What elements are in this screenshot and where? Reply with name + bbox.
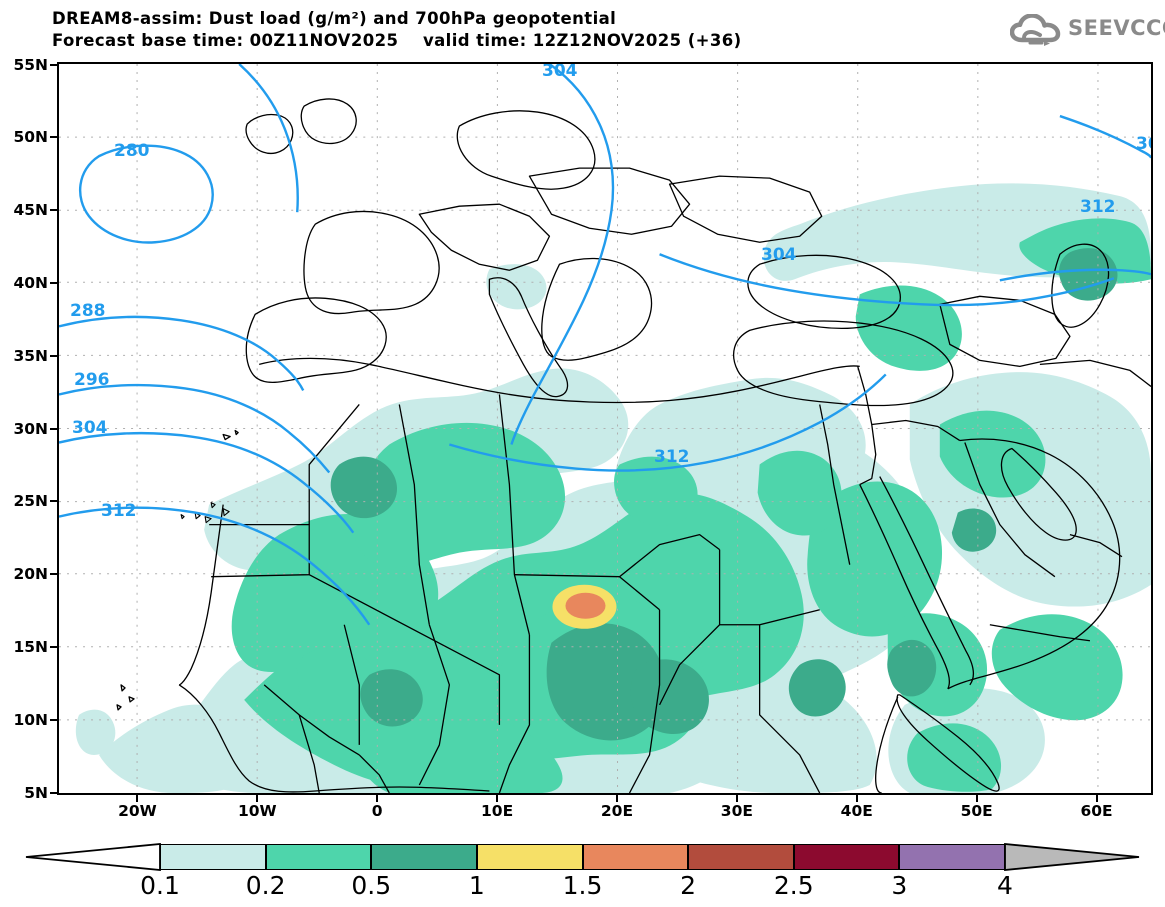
colorbar-cell	[793, 844, 900, 870]
contour-label: 288	[70, 301, 106, 321]
y-tick-label: 50N	[13, 128, 48, 147]
contour-label: 296	[74, 370, 110, 390]
x-tick-label: 50E	[960, 802, 993, 820]
y-tick-mark	[50, 63, 58, 66]
cloud-icon	[1010, 14, 1158, 46]
x-tick-mark	[1095, 794, 1098, 802]
colorbar-label: 0.2	[245, 871, 286, 900]
x-tick-mark	[376, 794, 379, 802]
y-tick-mark	[50, 427, 58, 430]
seevccc-logo: SEEVCCC	[1010, 14, 1165, 46]
x-tick-mark	[136, 794, 139, 802]
colorbar-label: 1	[468, 871, 485, 900]
x-tick-label: 60E	[1080, 802, 1113, 820]
contour-label: 30	[1136, 134, 1151, 154]
contour-label: 304	[761, 245, 797, 265]
colorbar-cells	[160, 844, 1005, 870]
colorbar-label: 3	[891, 871, 908, 900]
x-tick-mark	[615, 794, 618, 802]
y-tick-label: 5N	[24, 783, 48, 802]
contour-label: 312	[1080, 197, 1116, 217]
coastlines-and-borders	[116, 98, 1151, 793]
map-plot-area[interactable]: 280 288 296 304 312 304 304 312 312 30	[57, 62, 1153, 795]
contour-label: 312	[101, 501, 137, 521]
colorbar-cell	[265, 844, 372, 870]
page-title: DREAM8-assim: Dust load (g/m²) and 700hP…	[52, 9, 617, 28]
y-tick-label: 30N	[13, 419, 48, 438]
contour-label: 312	[654, 447, 690, 467]
y-tick-label: 25N	[13, 492, 48, 511]
colorbar-cell	[688, 844, 794, 870]
contour-label: 280	[114, 141, 150, 161]
contour-label: 304	[72, 418, 108, 438]
x-tick-label: 20W	[118, 802, 157, 820]
x-tick-mark	[496, 794, 499, 802]
y-tick-label: 10N	[13, 710, 48, 729]
forecast-time-subtitle: Forecast base time: 00Z11NOV2025 valid t…	[52, 31, 742, 50]
y-tick-mark	[50, 136, 58, 139]
y-tick-label: 15N	[13, 637, 48, 656]
colorbar: 0.1 0.2 0.5 1 1.5 2 2.5 3 4	[0, 838, 1165, 907]
header: DREAM8-assim: Dust load (g/m²) and 700hP…	[0, 0, 1165, 56]
x-tick-label: 10E	[481, 802, 514, 820]
dust-load-map	[59, 64, 1151, 793]
x-tick-mark	[735, 794, 738, 802]
y-tick-label: 40N	[13, 273, 48, 292]
y-tick-label: 45N	[13, 201, 48, 220]
logo-text: SEEVCCC	[1068, 16, 1165, 40]
colorbar-cell	[582, 844, 689, 870]
colorbar-label: 0.5	[351, 871, 392, 900]
contour-label: 304	[542, 62, 578, 81]
y-tick-mark	[50, 500, 58, 503]
colorbar-cell	[371, 844, 477, 870]
y-tick-label: 55N	[13, 55, 48, 74]
dust-shading-1.5	[565, 592, 606, 619]
y-tick-mark	[50, 354, 58, 357]
x-tick-label: 30E	[720, 802, 753, 820]
colorbar-cell	[899, 844, 1005, 870]
x-tick-mark	[256, 794, 259, 802]
colorbar-cell	[476, 844, 583, 870]
y-tick-label: 20N	[13, 565, 48, 584]
x-tick-label: 10W	[237, 802, 277, 820]
colorbar-end-arrows	[25, 843, 1140, 871]
y-tick-mark	[50, 573, 58, 576]
y-tick-label: 35N	[13, 346, 48, 365]
dust-shading-0.5	[330, 248, 1118, 741]
y-tick-mark	[50, 791, 58, 794]
x-tick-label: 0	[371, 802, 383, 820]
x-tick-label: 40E	[840, 802, 873, 820]
x-tick-mark	[855, 794, 858, 802]
y-tick-mark	[50, 645, 58, 648]
x-tick-mark	[975, 794, 978, 802]
colorbar-label: 2	[680, 871, 697, 900]
colorbar-cell	[160, 844, 266, 870]
colorbar-label: 4	[997, 871, 1013, 900]
colorbar-label: 2.5	[773, 871, 814, 900]
colorbar-label: 1.5	[562, 871, 603, 900]
y-tick-mark	[50, 718, 58, 721]
colorbar-label: 0.1	[140, 871, 180, 900]
y-tick-mark	[50, 281, 58, 284]
geopotential-contours	[59, 64, 1151, 626]
y-tick-mark	[50, 209, 58, 212]
x-tick-label: 20E	[600, 802, 634, 820]
